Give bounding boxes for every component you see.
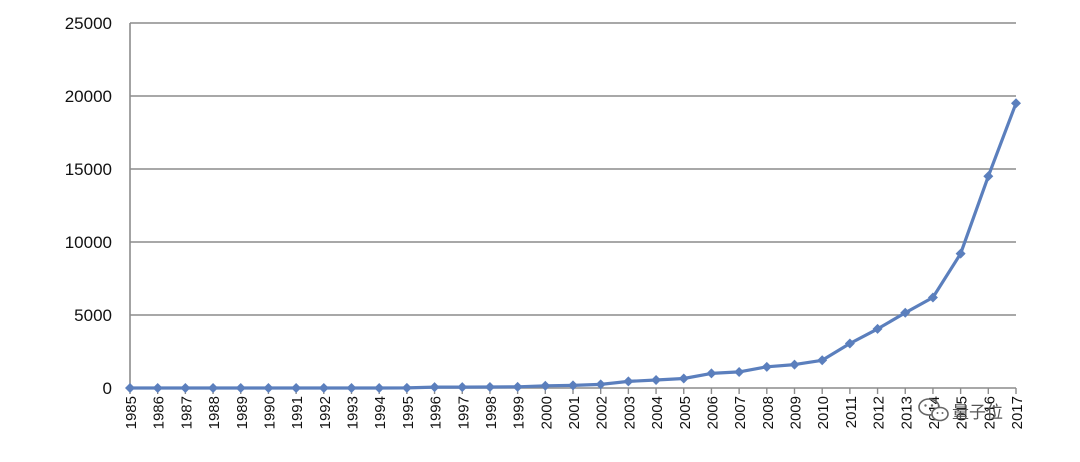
x-tick-label: 2013 [898, 396, 915, 429]
x-tick-label: 2009 [788, 396, 805, 429]
axes [129, 23, 1017, 394]
data-point-marker [540, 380, 551, 391]
data-point-marker [817, 355, 828, 366]
x-tick-label: 2000 [538, 396, 555, 429]
x-tick-label: 2001 [566, 396, 583, 429]
x-tick-label: 1996 [428, 396, 445, 429]
data-point-marker [651, 374, 662, 385]
y-tick-label: 25000 [65, 14, 112, 33]
x-tick-label: 1987 [178, 396, 195, 429]
data-point-marker [125, 383, 135, 393]
x-tick-label: 2012 [871, 396, 888, 429]
data-point-marker [955, 248, 966, 259]
x-tick-label: 1999 [511, 396, 528, 429]
data-point-marker [623, 376, 634, 387]
data-point-marker [568, 380, 578, 391]
data-point-marker [208, 383, 219, 393]
x-tick-label: 2016 [981, 396, 998, 429]
x-tick-label: 2007 [732, 396, 749, 429]
watermark-text: 量子位 [952, 403, 1003, 423]
x-tick-label: 2010 [815, 396, 832, 429]
data-series [125, 98, 1021, 393]
x-tick-label: 2017 [1009, 396, 1026, 429]
x-tick-label: 2006 [704, 396, 721, 429]
gridlines [130, 22, 1016, 316]
x-tick-label: 1997 [455, 396, 472, 429]
y-axis-tick-labels: 0 5000 10000 15000 20000 25000 [65, 14, 112, 398]
y-tick-label: 20000 [65, 87, 112, 106]
x-tick-label: 1988 [206, 396, 223, 429]
x-tick-label: 1985 [123, 396, 140, 429]
data-point-marker [844, 338, 855, 349]
x-tick-label: 2011 [843, 396, 860, 428]
data-point-marker [457, 382, 468, 393]
data-point-marker [374, 383, 385, 393]
y-tick-label: 15000 [65, 160, 112, 179]
data-point-marker [318, 383, 329, 393]
x-tick-label: 2005 [677, 396, 694, 429]
data-point-marker [595, 379, 606, 390]
x-tick-label: 1991 [289, 396, 306, 429]
data-point-marker [484, 381, 495, 392]
x-tick-label: 1989 [234, 396, 251, 429]
x-tick-label: 2015 [954, 396, 971, 429]
x-tick-label: 1995 [400, 396, 417, 429]
y-tick-label: 5000 [74, 306, 112, 325]
x-tick-label: 1994 [372, 396, 389, 429]
data-point-marker [706, 368, 717, 379]
x-tick-label: 1992 [317, 396, 334, 429]
data-point-marker [761, 361, 772, 372]
x-tick-label: 2008 [760, 396, 777, 429]
x-tick-label: 2002 [594, 396, 611, 429]
data-point-marker [789, 359, 800, 370]
data-point-marker [291, 383, 302, 393]
y-tick-label: 10000 [65, 233, 112, 252]
data-point-marker [429, 382, 440, 393]
wechat-icon [918, 398, 949, 422]
data-point-marker [235, 383, 246, 393]
data-point-marker [678, 373, 689, 384]
x-tick-label: 1998 [483, 396, 500, 429]
x-tick-label: 2003 [621, 396, 638, 429]
data-point-marker [401, 382, 412, 393]
watermark: 量子位 [918, 398, 1003, 423]
x-axis-tick-labels: 1985 1986 1987 1988 1989 1990 1991 1992 1993 1994… [123, 396, 1026, 429]
data-point-marker [983, 171, 994, 182]
data-point-marker [263, 383, 274, 393]
data-point-marker [152, 383, 163, 393]
data-point-marker [900, 307, 911, 318]
x-tick-label: 2004 [649, 396, 666, 429]
data-point-marker [734, 366, 745, 377]
data-point-marker [872, 323, 883, 334]
data-point-marker [180, 383, 191, 393]
data-point-marker [1011, 98, 1021, 109]
data-point-marker [512, 381, 523, 392]
x-tick-label: 1990 [261, 396, 278, 429]
x-tick-label: 1986 [151, 396, 168, 429]
data-point-marker [346, 383, 357, 393]
series-line [130, 102, 1018, 390]
y-tick-label: 0 [103, 379, 112, 398]
x-tick-label: 1993 [345, 396, 362, 429]
data-point-marker [927, 292, 938, 303]
